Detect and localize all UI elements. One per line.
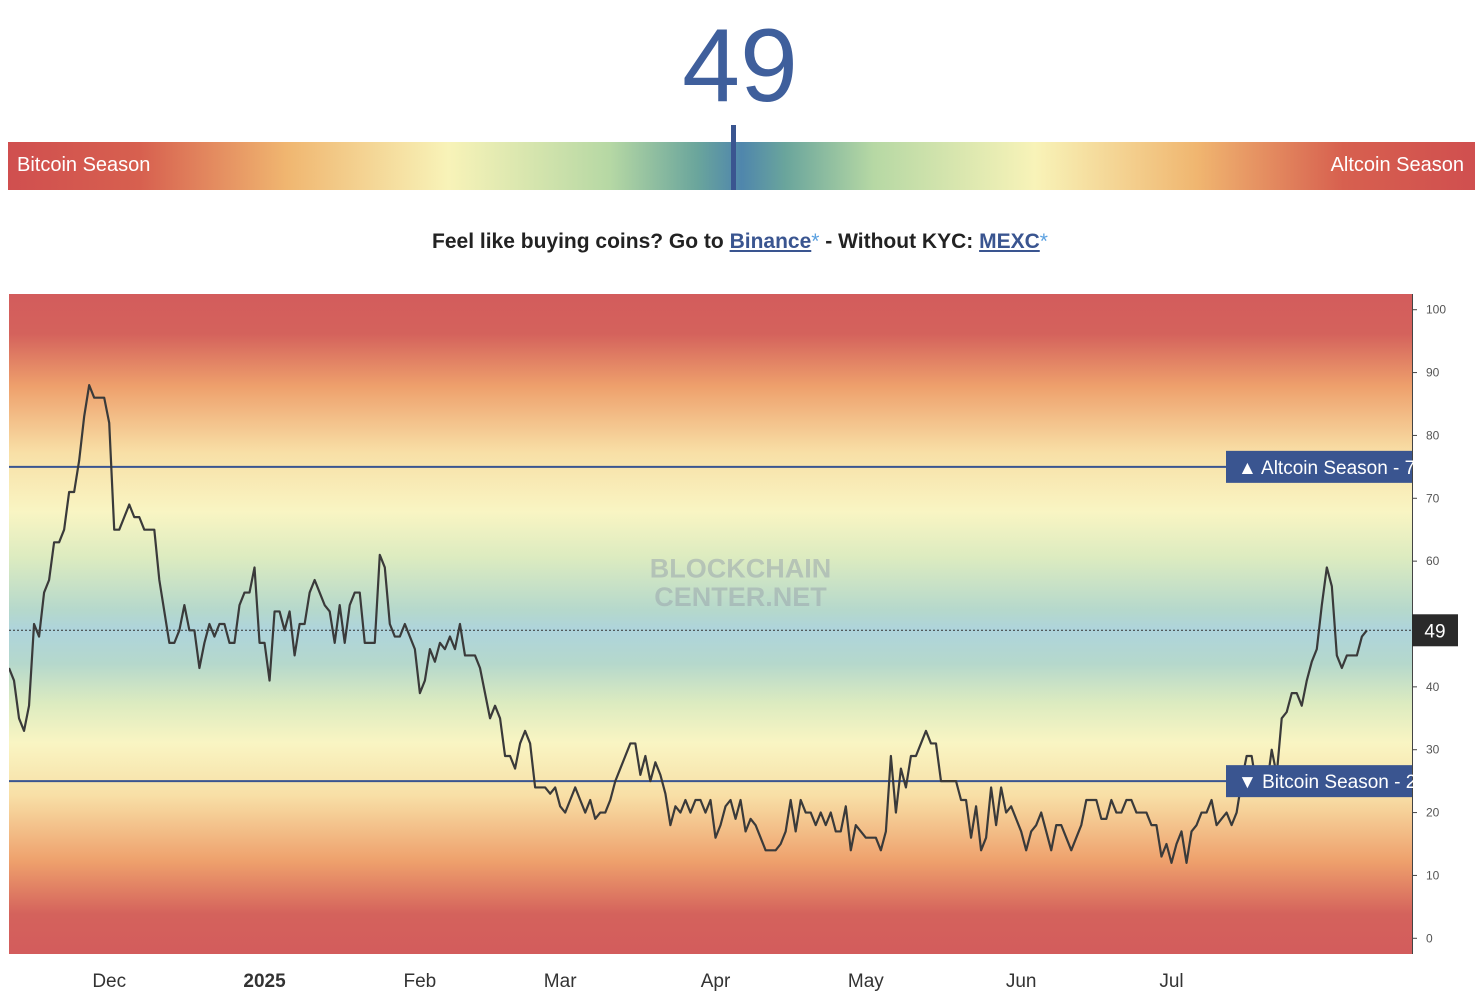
- y-tick-label: 40: [1426, 680, 1440, 694]
- binance-link[interactable]: Binance: [729, 230, 812, 253]
- chart-background: [9, 294, 1412, 954]
- y-tick-label: 10: [1426, 868, 1440, 882]
- y-tick-label: 100: [1426, 303, 1446, 317]
- blockchaincenter-watermark: BLOCKCHAIN CENTER.NET: [650, 554, 832, 612]
- promo-text-middle: - Without KYC:: [819, 230, 980, 253]
- gauge-altcoin-season-label: Altcoin Season: [1330, 154, 1464, 176]
- x-tick-label: 2025: [243, 971, 286, 992]
- x-tick-label: Jul: [1159, 971, 1183, 992]
- y-tick-label: 60: [1426, 554, 1440, 568]
- mexc-link[interactable]: MEXC: [979, 230, 1040, 253]
- x-tick-label: Mar: [544, 971, 577, 992]
- threshold-tag-label: ▲ Altcoin Season - 75: [1238, 458, 1426, 479]
- x-tick-label: Apr: [701, 971, 731, 992]
- gauge-needle: [730, 125, 736, 190]
- y-tick-label: 0: [1426, 931, 1433, 945]
- season-gauge-bar: [8, 142, 1475, 190]
- current-value-tag-label: 49: [1424, 621, 1445, 642]
- gauge-bitcoin-season-label: Bitcoin Season: [17, 154, 151, 176]
- alt-season-index-value: 49: [682, 8, 798, 124]
- altcoin-index-series-line: [7, 384, 1368, 864]
- x-tick-label: Dec: [92, 971, 126, 992]
- y-tick-label: 90: [1426, 366, 1440, 380]
- x-tick-label: Jun: [1006, 971, 1037, 992]
- threshold-tag-altcoin: [1226, 450, 1412, 483]
- watermark-line-1: BLOCKCHAIN: [650, 554, 832, 584]
- chart-svg: BLOCKCHAIN CENTER.NET 010203040506070809…: [7, 294, 1458, 992]
- binance-asterisk: *: [811, 230, 820, 253]
- x-tick-label: May: [848, 971, 884, 992]
- y-tick-label: 80: [1426, 428, 1440, 442]
- threshold-tag-bitcoin: [1226, 765, 1412, 798]
- y-tick-label: 30: [1426, 743, 1440, 757]
- y-tick-label: 70: [1426, 491, 1440, 505]
- mexc-asterisk: *: [1039, 230, 1048, 253]
- promo-text-before: Feel like buying coins? Go to: [432, 230, 730, 253]
- altcoin-season-chart: BLOCKCHAIN CENTER.NET 010203040506070809…: [7, 294, 1474, 999]
- watermark-line-2: CENTER.NET: [654, 582, 827, 612]
- x-tick-label: Feb: [404, 971, 437, 992]
- current-value-tag: [1412, 614, 1458, 647]
- threshold-tag-label: ▼ Bitcoin Season - 25: [1238, 772, 1427, 793]
- y-tick-label: 20: [1426, 806, 1440, 820]
- promo-line: Feel like buying coins? Go to Binance* -…: [0, 230, 1480, 254]
